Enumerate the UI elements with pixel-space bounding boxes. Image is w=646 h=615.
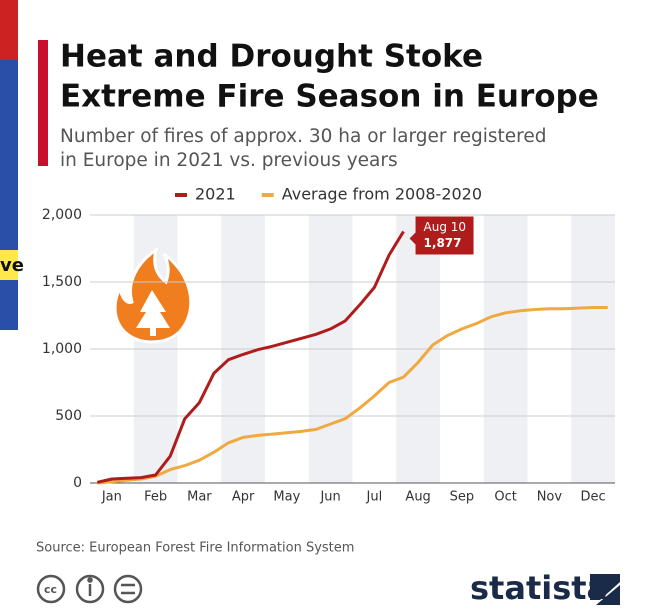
y-tick-label: 1,500 xyxy=(42,274,82,290)
y-tick-label: 0 xyxy=(73,475,82,491)
chart: ve Heat and Drought Stoke Extreme Fire S… xyxy=(0,0,646,615)
x-tick-label: Jul xyxy=(366,490,383,505)
x-tick-label: Jun xyxy=(319,490,340,505)
y-tick-label: 1,000 xyxy=(42,341,82,357)
x-tick-label: Sep xyxy=(450,490,475,505)
cc-mark: cc xyxy=(44,583,57,596)
x-tick-label: Aug xyxy=(405,490,430,505)
x-tick-label: Mar xyxy=(187,490,212,505)
y-tick-label: 500 xyxy=(55,408,82,424)
x-tick-label: Jan xyxy=(101,490,122,505)
brand: statista xyxy=(470,569,608,607)
legend-label: 2021 xyxy=(195,185,236,204)
x-tick-label: May xyxy=(273,490,300,505)
source: Source: European Forest Fire Information… xyxy=(36,541,354,556)
title-bar xyxy=(38,40,48,166)
chart-title: Heat and Drought Stoke xyxy=(60,39,483,75)
x-tick-label: Oct xyxy=(494,490,516,505)
chart-title: Extreme Fire Season in Europe xyxy=(60,79,599,115)
data-label: 1,877 xyxy=(424,236,462,250)
chart-subtitle: in Europe in 2021 vs. previous years xyxy=(60,150,398,171)
chart-subtitle: Number of fires of approx. 30 ha or larg… xyxy=(60,126,546,147)
x-tick-label: Feb xyxy=(144,490,167,505)
background-image-red xyxy=(0,0,18,60)
x-tick-label: Nov xyxy=(537,490,563,505)
legend-label: Average from 2008-2020 xyxy=(282,185,482,204)
y-tick-label: 2,000 xyxy=(42,207,82,223)
annotation-text: Aug 10 xyxy=(424,220,467,234)
x-tick-label: Apr xyxy=(232,490,255,505)
background-text: ve xyxy=(0,255,24,276)
page: {"chart_data": { "type": "line", "title"… xyxy=(0,0,646,615)
x-tick-label: Dec xyxy=(581,490,606,505)
